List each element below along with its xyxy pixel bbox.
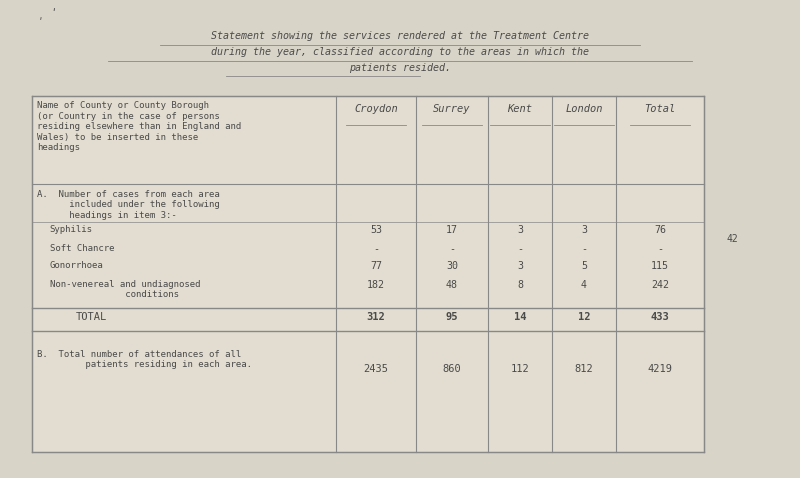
Text: Syphilis: Syphilis	[50, 225, 93, 234]
Text: Total: Total	[644, 104, 676, 114]
Text: 3: 3	[517, 261, 523, 272]
Text: London: London	[566, 104, 602, 114]
Text: 3: 3	[517, 225, 523, 235]
Text: Statement showing the services rendered at the Treatment Centre: Statement showing the services rendered …	[211, 31, 589, 41]
Text: ʹ: ʹ	[38, 18, 43, 28]
Text: 182: 182	[367, 280, 385, 290]
Text: -: -	[581, 244, 587, 254]
Text: 312: 312	[366, 312, 386, 322]
Text: 8: 8	[517, 280, 523, 290]
Text: 17: 17	[446, 225, 458, 235]
Text: 42: 42	[726, 234, 738, 244]
Text: 5: 5	[581, 261, 587, 272]
Text: 48: 48	[446, 280, 458, 290]
Text: 77: 77	[370, 261, 382, 272]
Text: -: -	[657, 244, 663, 254]
Text: Croydon: Croydon	[354, 104, 398, 114]
Text: Name of County or County Borough
(or Country in the case of persons
residing els: Name of County or County Borough (or Cou…	[37, 101, 241, 152]
Text: 115: 115	[651, 261, 669, 272]
Text: patients resided.: patients resided.	[349, 63, 451, 73]
Text: ʹ: ʹ	[50, 9, 57, 19]
Text: 95: 95	[446, 312, 458, 322]
Text: 112: 112	[510, 364, 530, 374]
Text: 4: 4	[581, 280, 587, 290]
Text: 53: 53	[370, 225, 382, 235]
Text: A.  Number of cases from each area
      included under the following
      head: A. Number of cases from each area includ…	[37, 190, 219, 219]
Text: 860: 860	[442, 364, 462, 374]
Text: 3: 3	[581, 225, 587, 235]
Text: 14: 14	[514, 312, 526, 322]
Text: 30: 30	[446, 261, 458, 272]
Text: 812: 812	[574, 364, 594, 374]
Text: TOTAL: TOTAL	[76, 312, 107, 322]
Text: -: -	[373, 244, 379, 254]
Text: -: -	[517, 244, 523, 254]
Text: Non-venereal and undiagnosed
              conditions: Non-venereal and undiagnosed conditions	[50, 280, 200, 299]
Text: -: -	[449, 244, 455, 254]
Text: 4219: 4219	[647, 364, 673, 374]
Text: 2435: 2435	[363, 364, 389, 374]
Text: during the year, classified according to the areas in which the: during the year, classified according to…	[211, 47, 589, 57]
Text: 242: 242	[651, 280, 669, 290]
Text: B.  Total number of attendances of all
         patients residing in each area.: B. Total number of attendances of all pa…	[37, 350, 252, 369]
Text: Gonorrhoea: Gonorrhoea	[50, 261, 103, 271]
Text: Kent: Kent	[507, 104, 533, 114]
Text: 76: 76	[654, 225, 666, 235]
Text: Soft Chancre: Soft Chancre	[50, 244, 114, 253]
Text: 433: 433	[650, 312, 670, 322]
Text: 12: 12	[578, 312, 590, 322]
Text: Surrey: Surrey	[434, 104, 470, 114]
